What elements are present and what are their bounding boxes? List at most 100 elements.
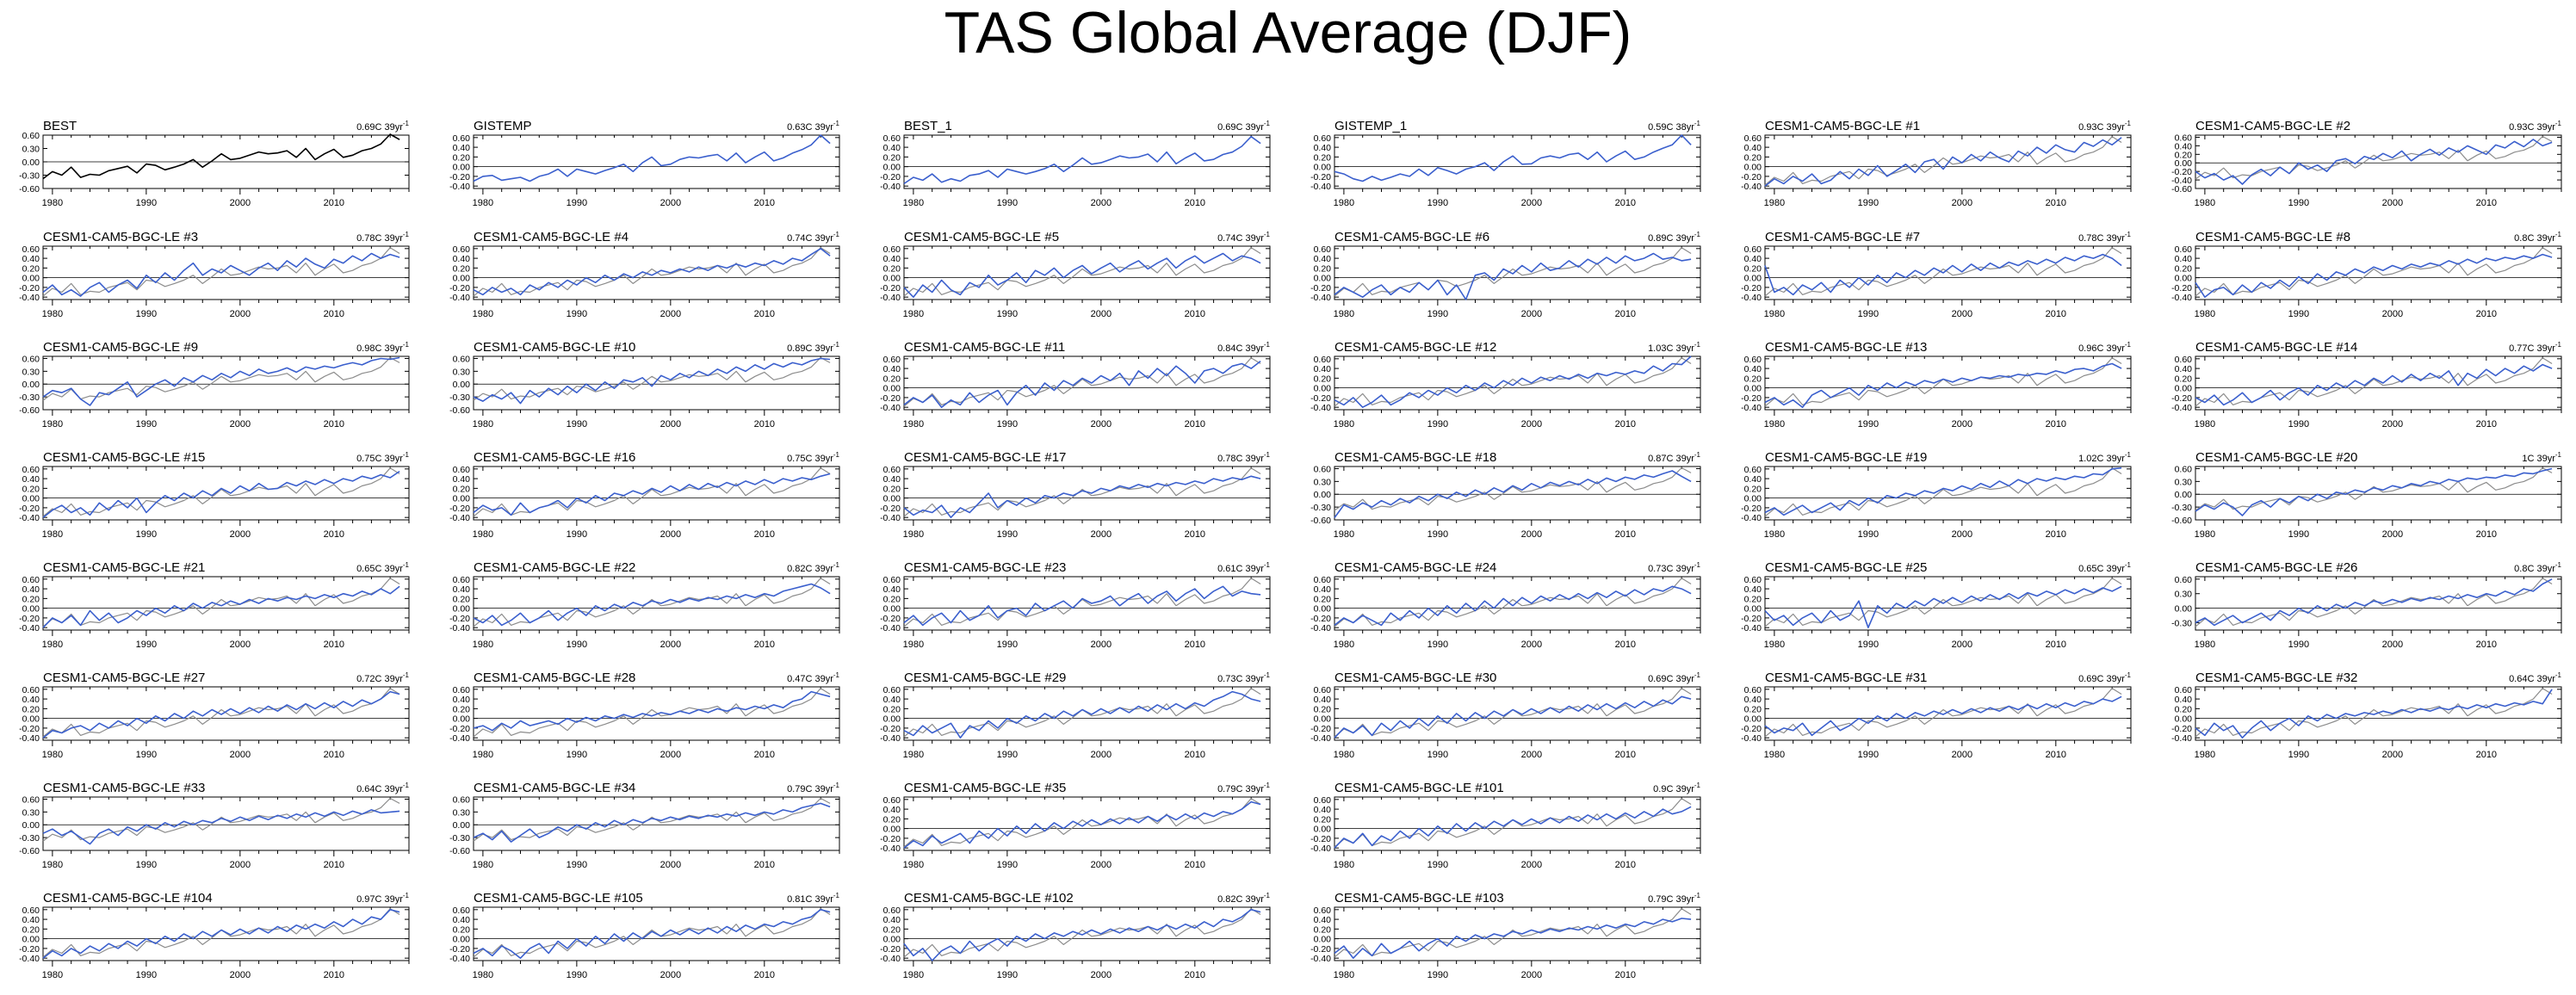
y-tick-label: -0.20 bbox=[880, 283, 901, 294]
reference-series-line bbox=[42, 467, 400, 517]
plot-frame bbox=[42, 245, 410, 300]
y-tick-label: 0.00 bbox=[1314, 935, 1332, 945]
y-tick-label: 0.60 bbox=[1314, 244, 1332, 255]
trend-exponent: -1 bbox=[403, 231, 410, 238]
y-tick-label: -0.20 bbox=[449, 283, 470, 294]
trend-exponent: -1 bbox=[1694, 231, 1701, 238]
panel-title: CESM1-CAM5-BGC-LE #19 bbox=[1765, 450, 1927, 465]
trend-exponent: -1 bbox=[2125, 341, 2132, 349]
plot-frame bbox=[42, 355, 410, 411]
x-tick-label: 1980 bbox=[2195, 750, 2215, 760]
x-tick-label: 1980 bbox=[473, 750, 493, 760]
y-tick-label: 0.20 bbox=[883, 152, 901, 163]
x-tick-label: 2000 bbox=[2382, 419, 2403, 430]
panel-title: CESM1-CAM5-BGC-LE #29 bbox=[904, 671, 1066, 685]
y-tick-label: -0.60 bbox=[1310, 516, 1331, 526]
model-series-line bbox=[903, 690, 1261, 739]
trend-value: 0.93C 39yr bbox=[2509, 122, 2555, 133]
model-series-line bbox=[42, 356, 400, 406]
model-series-line bbox=[1764, 467, 2122, 516]
x-tick-label: 1980 bbox=[42, 419, 63, 430]
panel-title: CESM1-CAM5-BGC-LE #33 bbox=[43, 781, 205, 795]
y-tick-label: 0.00 bbox=[1314, 490, 1332, 500]
trend-exponent: -1 bbox=[1264, 341, 1271, 349]
model-series-line bbox=[473, 247, 831, 296]
y-tick-label: 0.00 bbox=[453, 274, 471, 284]
y-tick-label: 0.00 bbox=[1744, 714, 1762, 725]
x-tick-label: 1990 bbox=[2288, 419, 2309, 430]
reference-series-line bbox=[903, 908, 1261, 958]
x-tick-label: 2000 bbox=[2382, 640, 2403, 650]
y-tick-label: -0.40 bbox=[1741, 293, 1762, 303]
x-tick-label: 2010 bbox=[1615, 419, 1636, 430]
x-tick-label: 1990 bbox=[997, 750, 1018, 760]
y-tick-label: 0.20 bbox=[883, 924, 901, 935]
y-tick-label: -0.20 bbox=[880, 724, 901, 734]
y-tick-label: 0.40 bbox=[883, 695, 901, 705]
reference-series-line bbox=[903, 688, 1261, 738]
y-tick-label: -0.20 bbox=[449, 944, 470, 955]
panel-title: CESM1-CAM5-BGC-LE #7 bbox=[1765, 230, 1920, 244]
x-tick-label: 2010 bbox=[2476, 309, 2497, 319]
x-tick-label: 1980 bbox=[1334, 198, 1354, 208]
panel-title: CESM1-CAM5-BGC-LE #15 bbox=[43, 450, 205, 465]
y-tick-label: 0.60 bbox=[1314, 575, 1332, 585]
reference-series-line bbox=[1334, 467, 1692, 511]
y-tick-label: 0.00 bbox=[883, 384, 901, 394]
y-tick-label: 0.30 bbox=[22, 807, 40, 818]
panel: CESM1-CAM5-BGC-LE #30 0.69C 39yr-1 0.600.4… bbox=[1310, 671, 1700, 760]
y-tick-label: -0.20 bbox=[1741, 724, 1762, 734]
panel: CESM1-CAM5-BGC-LE #28 0.47C 39yr-10.600.4… bbox=[449, 671, 839, 760]
y-tick-label: 0.60 bbox=[1314, 685, 1332, 695]
panel-title: CESM1-CAM5-BGC-LE #30 bbox=[1334, 671, 1496, 685]
plot-frame bbox=[1334, 245, 1701, 300]
x-tick-label: 2010 bbox=[324, 309, 344, 319]
y-tick-label: 0.20 bbox=[1314, 594, 1332, 604]
y-tick-label: -0.20 bbox=[1741, 504, 1762, 514]
y-tick-label: 0.60 bbox=[22, 575, 40, 585]
x-tick-label: 2010 bbox=[754, 529, 775, 540]
x-tick-label: 1990 bbox=[997, 640, 1018, 650]
y-tick-label: 0.40 bbox=[883, 474, 901, 485]
plot-frame bbox=[473, 134, 840, 189]
x-tick-label: 1990 bbox=[1427, 970, 1448, 980]
model-series-line bbox=[1334, 355, 1692, 409]
y-tick-label: 0.30 bbox=[22, 145, 40, 155]
trend-value: 1.02C 39yr bbox=[2078, 454, 2125, 464]
x-tick-label: 2010 bbox=[754, 750, 775, 760]
reference-series-line bbox=[1764, 578, 2122, 627]
trend-label: 0.63C 39yr-1 bbox=[787, 120, 839, 133]
y-tick-label: 0.20 bbox=[2175, 374, 2193, 384]
model-series-line bbox=[1334, 918, 1692, 959]
y-tick-label: 0.00 bbox=[1314, 825, 1332, 835]
x-tick-label: 2000 bbox=[660, 419, 681, 430]
model-series-line bbox=[2195, 253, 2553, 299]
model-series-line bbox=[1764, 253, 2122, 296]
x-tick-label: 1980 bbox=[2195, 529, 2215, 540]
model-series-line bbox=[903, 252, 1261, 299]
trend-label: 0.69C 39yr-1 bbox=[356, 120, 409, 133]
trend-value: 0.93C 39yr bbox=[2078, 122, 2125, 133]
y-tick-label: 0.20 bbox=[1744, 263, 1762, 274]
y-tick-label: 0.20 bbox=[1314, 152, 1332, 163]
y-tick-label: 0.20 bbox=[1314, 704, 1332, 714]
model-series-line bbox=[473, 909, 831, 959]
trend-value: 0.47C 39yr bbox=[787, 674, 833, 684]
trend-value: 0.75C 39yr bbox=[787, 454, 833, 464]
y-tick-label: 0.60 bbox=[1314, 133, 1332, 144]
y-tick-label: 0.00 bbox=[453, 935, 471, 945]
x-tick-label: 1990 bbox=[997, 419, 1018, 430]
x-tick-label: 1980 bbox=[1334, 419, 1354, 430]
y-tick-label: 0.40 bbox=[2175, 695, 2193, 705]
y-tick-label: 0.20 bbox=[1744, 374, 1762, 384]
y-tick-label: -0.40 bbox=[19, 623, 40, 633]
model-series-line bbox=[2195, 578, 2553, 627]
x-tick-label: 1990 bbox=[997, 309, 1018, 319]
x-tick-label: 1990 bbox=[1427, 860, 1448, 870]
y-tick-label: 0.40 bbox=[1314, 695, 1332, 705]
trend-label: 0.8C 39yr-1 bbox=[2514, 231, 2561, 244]
panel-title: CESM1-CAM5-BGC-LE #21 bbox=[43, 560, 205, 575]
x-tick-label: 1980 bbox=[42, 198, 63, 208]
trend-label: 0.59C 38yr-1 bbox=[1648, 120, 1700, 133]
